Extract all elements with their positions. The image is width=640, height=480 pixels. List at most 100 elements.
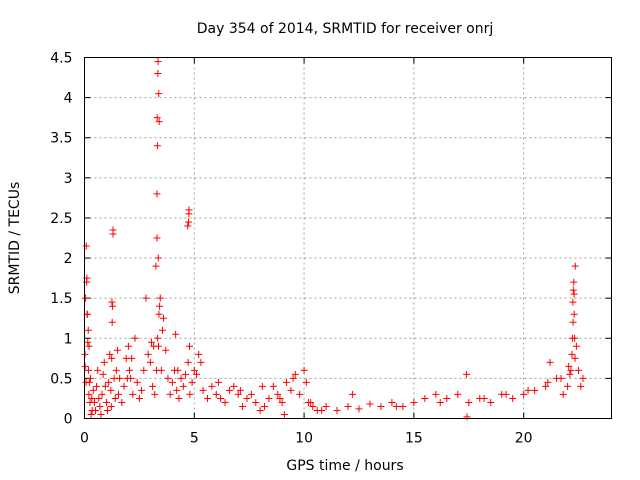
y-tick-label: 2 xyxy=(64,251,73,267)
data-point xyxy=(410,398,418,406)
data-point xyxy=(162,346,170,354)
data-points xyxy=(81,58,587,421)
data-point xyxy=(199,386,207,394)
data-point xyxy=(83,310,91,318)
data-point xyxy=(236,386,244,394)
data-point xyxy=(274,390,282,398)
data-point xyxy=(208,382,216,390)
data-point xyxy=(309,402,317,410)
data-point xyxy=(89,386,97,394)
plot-frame xyxy=(84,57,612,419)
y-tick-label: 2.5 xyxy=(50,211,72,227)
data-point xyxy=(113,346,121,354)
data-point xyxy=(135,394,143,402)
data-point xyxy=(366,400,374,408)
data-point xyxy=(265,394,273,402)
data-point xyxy=(112,366,120,374)
data-point xyxy=(81,362,89,370)
data-point xyxy=(188,378,196,386)
data-point xyxy=(542,382,550,390)
x-tick-label: 0 xyxy=(80,431,89,447)
data-point xyxy=(84,366,92,374)
data-point xyxy=(577,382,585,390)
data-point xyxy=(559,390,567,398)
y-tick-label: 3.5 xyxy=(50,131,72,147)
data-point xyxy=(100,358,108,366)
data-point xyxy=(151,390,159,398)
y-tick-label: 0.5 xyxy=(50,371,72,387)
data-point xyxy=(172,330,180,338)
data-point xyxy=(239,402,247,410)
data-point xyxy=(173,386,181,394)
data-point xyxy=(289,374,297,382)
data-point xyxy=(129,390,137,398)
data-point xyxy=(247,390,255,398)
data-point xyxy=(344,402,352,410)
data-point xyxy=(93,382,101,390)
y-tick-label: 4 xyxy=(64,91,73,107)
data-point xyxy=(392,402,400,410)
data-point xyxy=(190,366,198,374)
data-point xyxy=(524,386,532,394)
x-axis-label: GPS time / hours xyxy=(286,458,403,474)
data-point xyxy=(579,374,587,382)
data-point xyxy=(107,402,115,410)
data-point xyxy=(520,390,528,398)
data-point xyxy=(565,362,573,370)
data-point xyxy=(108,318,116,326)
data-point xyxy=(108,354,116,362)
data-point xyxy=(568,350,576,358)
data-point xyxy=(283,378,291,386)
data-point xyxy=(570,290,578,298)
data-point xyxy=(184,358,192,366)
data-point xyxy=(243,394,251,402)
data-point xyxy=(156,302,164,310)
y-tick-label: 4.5 xyxy=(50,51,72,67)
data-point xyxy=(348,390,356,398)
data-point xyxy=(502,390,510,398)
data-point xyxy=(234,390,242,398)
data-point xyxy=(258,382,266,390)
data-point xyxy=(569,298,577,306)
data-point xyxy=(572,342,580,350)
data-point xyxy=(355,405,363,413)
data-point xyxy=(85,390,93,398)
data-point xyxy=(154,254,162,262)
data-point xyxy=(146,358,154,366)
data-point xyxy=(168,378,176,386)
data-point xyxy=(104,406,112,414)
data-point xyxy=(87,410,95,418)
data-point xyxy=(230,382,238,390)
data-point xyxy=(256,406,264,414)
data-point xyxy=(300,366,308,374)
data-point xyxy=(575,366,583,374)
y-tick-label: 1 xyxy=(64,331,73,347)
data-point xyxy=(184,222,192,230)
x-tick-label: 20 xyxy=(515,431,533,447)
data-point xyxy=(174,366,182,374)
data-point xyxy=(82,378,90,386)
data-point xyxy=(152,262,160,270)
data-point xyxy=(186,390,194,398)
data-point xyxy=(96,402,104,410)
data-point xyxy=(153,234,161,242)
data-point xyxy=(302,378,310,386)
data-point xyxy=(509,394,517,402)
data-point xyxy=(107,386,115,394)
data-point xyxy=(91,406,99,414)
data-point xyxy=(388,398,396,406)
data-point xyxy=(156,294,164,302)
data-point xyxy=(185,342,193,350)
data-point xyxy=(95,394,103,402)
data-point xyxy=(225,386,233,394)
data-point xyxy=(155,90,163,98)
data-point xyxy=(421,394,429,402)
data-point xyxy=(155,310,163,318)
data-point xyxy=(105,378,113,386)
data-point xyxy=(571,334,579,342)
data-point xyxy=(214,378,222,386)
data-point xyxy=(333,406,341,414)
data-point xyxy=(531,386,539,394)
data-point xyxy=(97,410,105,418)
data-point xyxy=(109,302,117,310)
